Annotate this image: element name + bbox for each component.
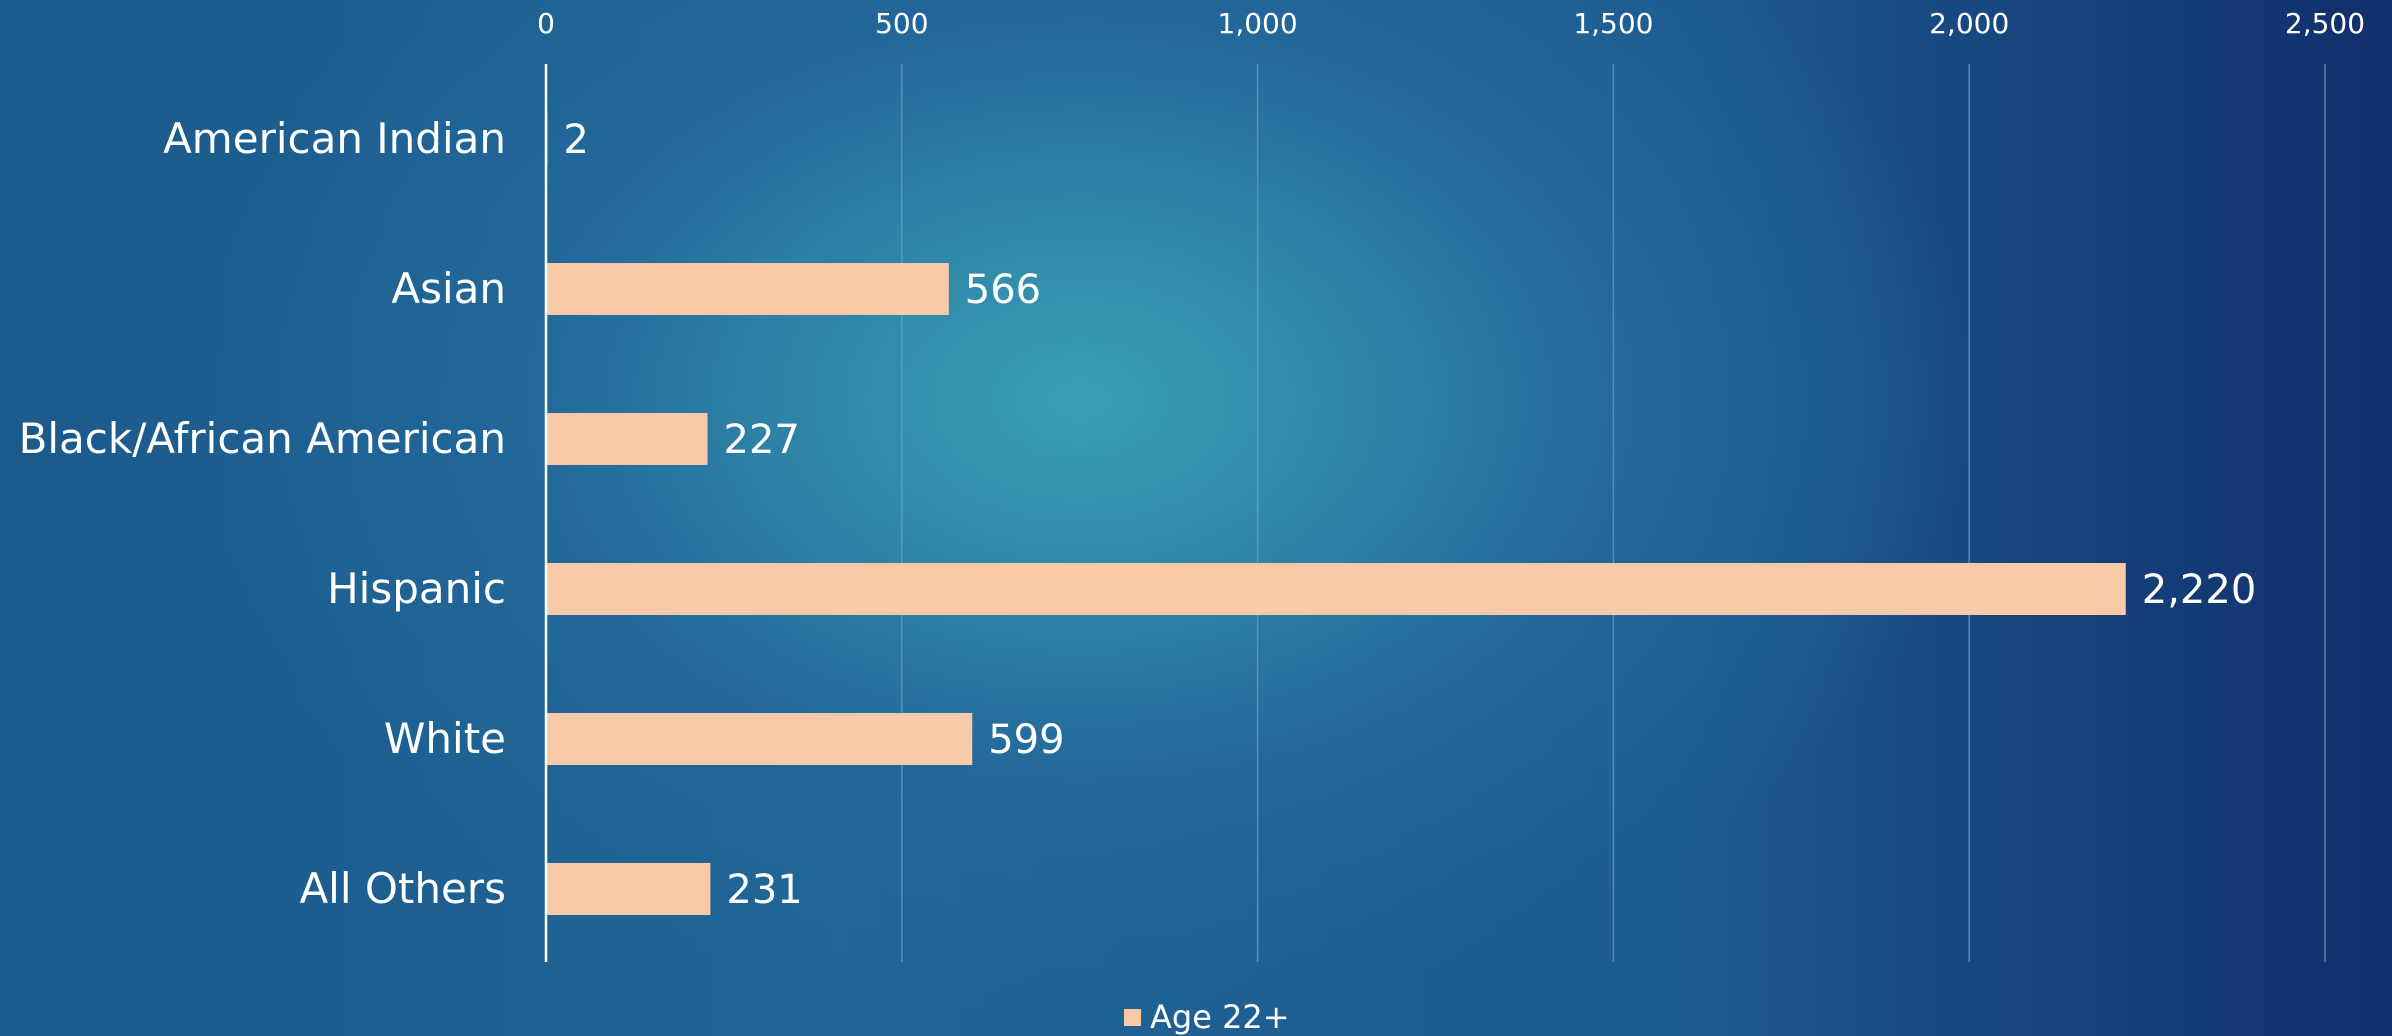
category-label: American Indian [163, 114, 506, 163]
category-label: Black/African American [19, 414, 506, 463]
x-axis-ticks: 0 500 1,000 1,500 2,000 2,500 [537, 7, 2365, 40]
x-tick-label: 0 [537, 7, 555, 40]
bar [546, 413, 708, 465]
legend-label: Age 22+ [1150, 998, 1290, 1036]
data-label: 2,220 [2142, 567, 2257, 613]
category-label: All Others [299, 864, 506, 913]
category-labels: American Indian Asian Black/African Americ… [19, 114, 506, 913]
data-label: 566 [965, 267, 1041, 313]
x-tick-label: 1,500 [1573, 7, 1653, 40]
bar [546, 863, 711, 915]
category-label: Hispanic [327, 564, 506, 613]
category-label: Asian [391, 264, 506, 313]
data-label: 227 [724, 417, 800, 463]
x-tick-label: 2,500 [2285, 7, 2365, 40]
gridlines [901, 64, 2326, 962]
bars [546, 113, 2126, 915]
data-label: 2 [563, 117, 588, 163]
legend-swatch [1124, 1009, 1141, 1026]
category-label: White [384, 714, 506, 763]
data-labels: 2 566 227 2,220 599 231 [563, 117, 2256, 913]
bar [546, 263, 949, 315]
x-tick-label: 2,000 [1929, 7, 2009, 40]
bar [546, 713, 973, 765]
data-label: 231 [726, 867, 802, 913]
x-tick-label: 1,000 [1218, 7, 1298, 40]
data-label: 599 [988, 717, 1064, 763]
x-tick-label: 500 [875, 7, 928, 40]
bar [546, 563, 2126, 615]
legend: Age 22+ [1124, 998, 1290, 1036]
